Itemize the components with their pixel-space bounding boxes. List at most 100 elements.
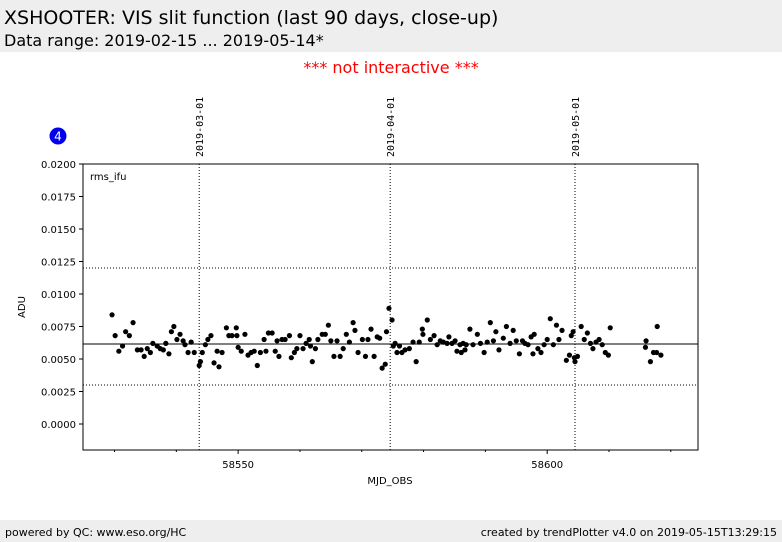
data-point: [454, 348, 460, 354]
data-point: [578, 323, 584, 330]
data-point: [334, 338, 340, 344]
y-tick-label: 0.0200: [41, 160, 76, 171]
data-point: [382, 361, 388, 367]
data-point: [180, 338, 186, 344]
data-point: [513, 338, 519, 344]
y-tick-label: 0.0075: [41, 323, 76, 334]
data-point: [166, 351, 172, 357]
footer-right: created by trendPlotter v4.0 on 2019-05-…: [481, 526, 777, 539]
data-point: [362, 353, 369, 359]
y-tick-label: 0.0125: [41, 258, 76, 269]
data-point: [590, 346, 596, 352]
data-point: [112, 333, 118, 339]
data-point: [383, 329, 390, 335]
data-point: [487, 320, 493, 326]
badge-circle: [49, 127, 67, 145]
data-point: [643, 338, 649, 344]
data-point: [340, 346, 346, 352]
data-point: [254, 362, 260, 369]
data-point: [177, 331, 183, 337]
badge: 4: [54, 130, 62, 144]
data-point: [116, 348, 122, 354]
data-point: [235, 344, 241, 350]
footer-left: powered by QC: www.eso.org/HC: [5, 526, 187, 539]
data-point: [371, 353, 377, 359]
data-point: [343, 331, 349, 337]
data-point: [282, 336, 288, 343]
data-point: [352, 327, 358, 333]
notice: *** not interactive ***: [303, 58, 478, 77]
data-point: [431, 333, 437, 339]
y-tick-label: 0.0150: [41, 225, 76, 236]
data-point: [182, 342, 188, 348]
data-point: [291, 349, 297, 356]
page-title: XSHOOTER: VIS slit function (last 90 day…: [4, 7, 498, 29]
data-point: [481, 349, 487, 356]
footer-band: [0, 520, 782, 542]
data-point: [581, 336, 587, 343]
data-point: [297, 333, 303, 339]
data-point: [216, 364, 222, 370]
data-point: [531, 331, 537, 337]
data-point: [396, 343, 403, 349]
data-point: [109, 312, 115, 318]
data-point: [654, 323, 660, 330]
data-point: [541, 342, 547, 348]
data-point: [223, 325, 229, 331]
y-tick-label: 0.0050: [41, 355, 76, 366]
data-point: [493, 329, 499, 335]
data-point: [525, 342, 531, 348]
data-point: [303, 340, 309, 346]
x-axis-label: MJD_OBS: [367, 476, 412, 487]
data-point: [123, 329, 129, 335]
data-point: [535, 346, 541, 352]
data-point: [510, 327, 516, 333]
data-point: [556, 336, 562, 343]
data-point: [322, 331, 328, 337]
data-point: [214, 348, 220, 354]
x-tick-label: 58550: [222, 460, 254, 471]
data-point: [300, 346, 306, 352]
data-point: [144, 346, 150, 352]
data-point: [653, 349, 660, 356]
data-point: [599, 342, 605, 348]
data-point: [269, 330, 275, 336]
data-point: [205, 336, 211, 343]
data-point: [444, 340, 450, 346]
page-subtitle: Data range: 2019-02-15 ... 2019-05-14*: [4, 31, 324, 50]
data-point: [596, 336, 602, 343]
data-point: [550, 342, 556, 348]
data-point: [126, 333, 132, 339]
data-point: [309, 359, 315, 365]
data-point: [563, 357, 569, 363]
data-point: [496, 347, 502, 353]
data-point: [325, 322, 331, 328]
data-point: [446, 334, 452, 340]
data-point: [350, 320, 356, 326]
data-point: [251, 348, 257, 354]
data-point: [272, 348, 278, 354]
data-point: [544, 336, 550, 343]
data-point: [160, 347, 166, 353]
data-point: [568, 333, 574, 339]
data-point: [208, 333, 214, 339]
data-point: [605, 352, 611, 358]
data-point: [261, 336, 267, 343]
data-point: [490, 338, 497, 344]
data-point: [572, 359, 578, 365]
data-point: [584, 330, 590, 336]
data-point: [219, 349, 225, 356]
data-point: [642, 344, 649, 350]
data-point: [312, 346, 319, 352]
data-point: [150, 340, 156, 346]
data-point: [587, 340, 594, 346]
data-point: [538, 349, 544, 356]
data-point: [458, 349, 464, 356]
data-point: [199, 349, 205, 356]
data-point: [507, 340, 513, 346]
data-point: [234, 333, 240, 339]
data-point: [185, 349, 191, 356]
data-point: [242, 331, 248, 337]
